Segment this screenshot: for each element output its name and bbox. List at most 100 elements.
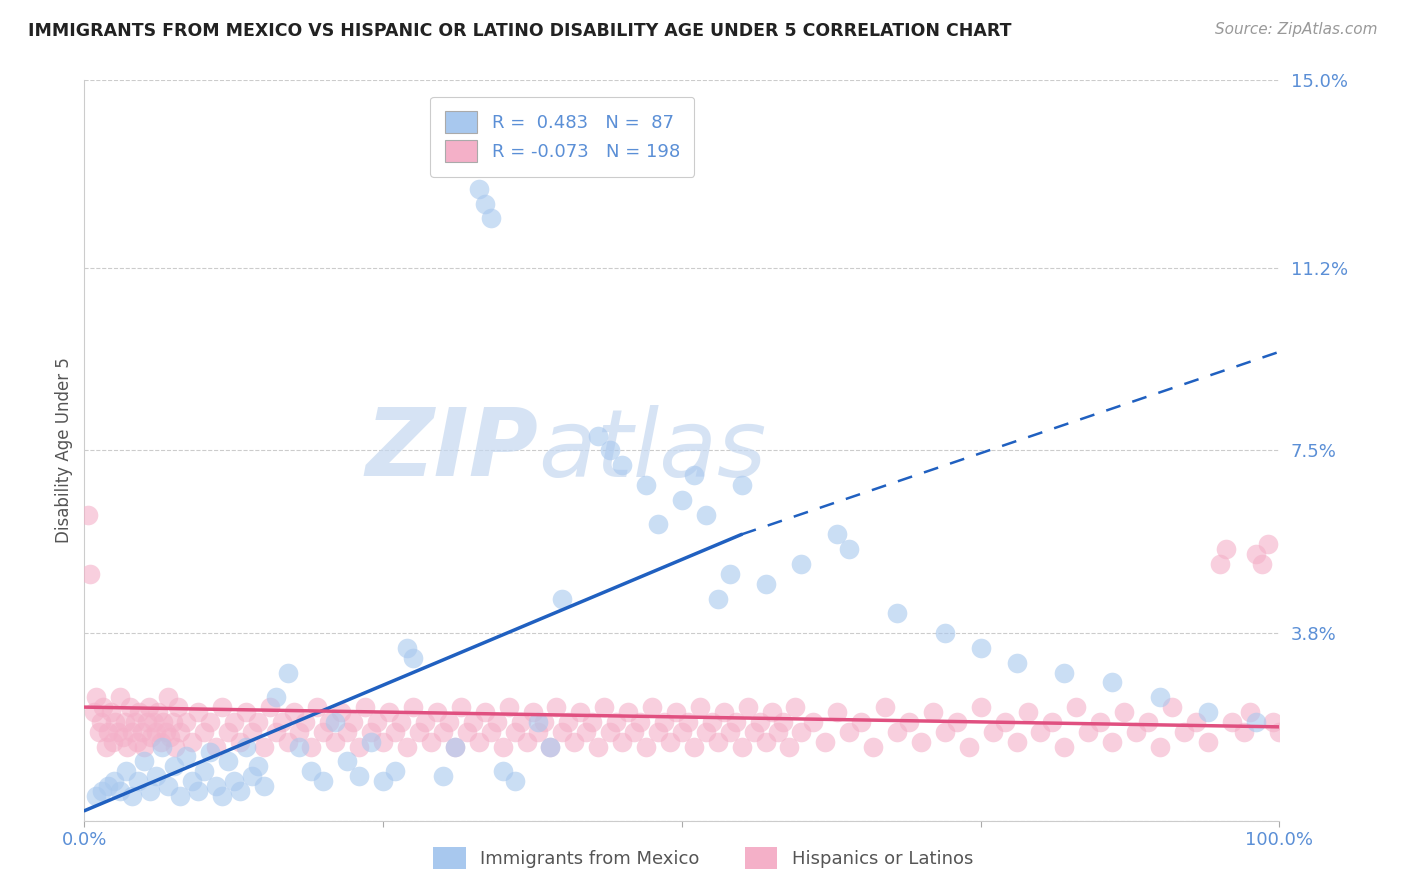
- Point: [647, 724, 669, 739]
- Point: [138, 700, 160, 714]
- Point: [1149, 690, 1171, 705]
- Point: [360, 724, 382, 739]
- Point: [551, 591, 574, 606]
- Point: [294, 714, 316, 729]
- Point: [354, 700, 377, 714]
- Point: [198, 745, 221, 759]
- Point: [790, 557, 813, 571]
- Point: [83, 705, 105, 719]
- Point: [90, 714, 112, 729]
- Point: [1215, 542, 1237, 557]
- Point: [157, 690, 180, 705]
- Point: [1239, 705, 1261, 719]
- Point: [264, 724, 287, 739]
- Point: [803, 714, 825, 729]
- Point: [695, 724, 717, 739]
- Point: [886, 724, 908, 739]
- Point: [115, 764, 138, 779]
- Point: [718, 724, 741, 739]
- Point: [970, 640, 993, 655]
- Point: [485, 714, 508, 729]
- Point: [360, 734, 382, 748]
- Point: [86, 690, 108, 705]
- Point: [551, 724, 574, 739]
- Point: [533, 714, 555, 729]
- Point: [307, 700, 329, 714]
- Point: [104, 714, 127, 729]
- Point: [755, 734, 778, 748]
- Point: [240, 724, 263, 739]
- Point: [246, 714, 269, 729]
- Point: [468, 734, 491, 748]
- Point: [205, 779, 228, 793]
- Point: [132, 755, 156, 769]
- Point: [211, 789, 233, 803]
- Point: [671, 492, 693, 507]
- Point: [121, 724, 143, 739]
- Point: [479, 211, 502, 226]
- Point: [575, 724, 598, 739]
- Point: [875, 700, 897, 714]
- Point: [157, 779, 180, 793]
- Point: [217, 755, 239, 769]
- Point: [217, 724, 239, 739]
- Point: [934, 626, 956, 640]
- Point: [636, 478, 658, 492]
- Point: [174, 714, 197, 729]
- Point: [87, 724, 110, 739]
- Point: [509, 714, 531, 729]
- Point: [163, 759, 186, 773]
- Point: [886, 607, 908, 621]
- Point: [599, 724, 621, 739]
- Point: [384, 764, 406, 779]
- Point: [636, 739, 658, 754]
- Point: [336, 755, 359, 769]
- Point: [581, 714, 603, 729]
- Point: [111, 730, 134, 744]
- Point: [246, 759, 269, 773]
- Point: [1018, 705, 1040, 719]
- Point: [235, 739, 257, 754]
- Point: [994, 714, 1017, 729]
- Point: [1053, 665, 1076, 680]
- Point: [676, 714, 699, 729]
- Point: [373, 774, 395, 789]
- Point: [187, 784, 209, 798]
- Point: [193, 764, 215, 779]
- Point: [689, 700, 711, 714]
- Point: [165, 739, 187, 754]
- Point: [814, 734, 837, 748]
- Point: [312, 774, 335, 789]
- Point: [336, 724, 359, 739]
- Point: [1029, 724, 1052, 739]
- Point: [101, 734, 124, 748]
- Point: [479, 724, 502, 739]
- Point: [898, 714, 921, 729]
- Point: [253, 739, 276, 754]
- Point: [605, 714, 627, 729]
- Point: [492, 739, 515, 754]
- Point: [1233, 724, 1256, 739]
- Point: [827, 527, 849, 541]
- Point: [413, 714, 436, 729]
- Point: [283, 705, 305, 719]
- Point: [785, 700, 807, 714]
- Point: [110, 690, 132, 705]
- Point: [1209, 557, 1232, 571]
- Point: [128, 705, 150, 719]
- Point: [155, 724, 177, 739]
- Point: [641, 700, 664, 714]
- Point: [503, 774, 526, 789]
- Point: [731, 478, 754, 492]
- Point: [159, 730, 181, 744]
- Point: [181, 774, 204, 789]
- Point: [396, 739, 419, 754]
- Point: [384, 724, 406, 739]
- Point: [1173, 724, 1195, 739]
- Point: [498, 700, 520, 714]
- Point: [546, 700, 568, 714]
- Point: [474, 705, 496, 719]
- Point: [742, 724, 765, 739]
- Point: [229, 734, 252, 748]
- Point: [259, 700, 281, 714]
